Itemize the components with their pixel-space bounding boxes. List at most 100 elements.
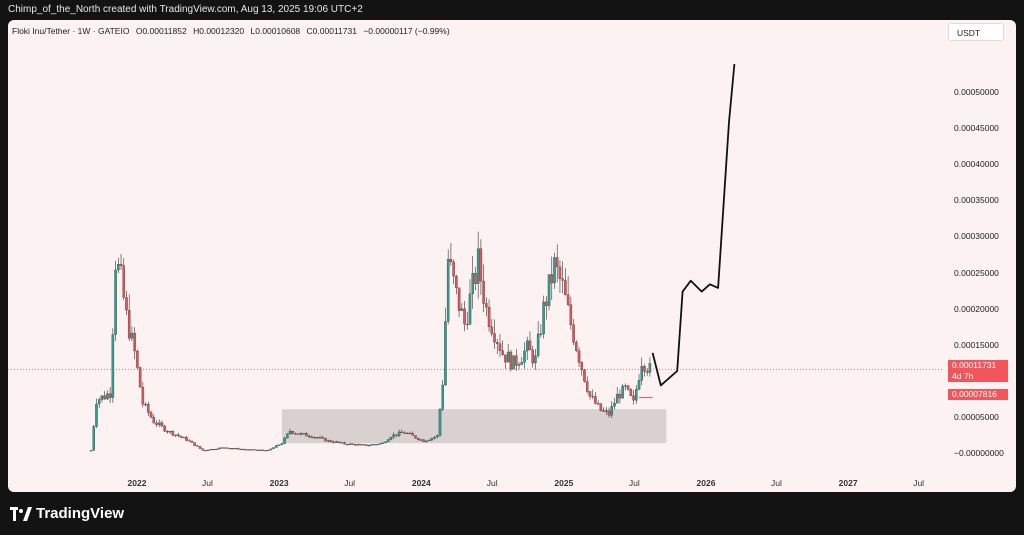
candle-body bbox=[294, 433, 297, 435]
chart-svg[interactable] bbox=[8, 20, 1016, 492]
candle-body bbox=[457, 287, 461, 311]
candle-body bbox=[95, 403, 98, 427]
candle-body bbox=[479, 248, 483, 282]
candle-body bbox=[460, 308, 464, 311]
candle-body bbox=[321, 437, 325, 439]
candle-body bbox=[223, 447, 226, 449]
x-tick-label: Jul bbox=[202, 478, 213, 488]
candle-body bbox=[425, 440, 428, 443]
second-price-value: 0.00007816 bbox=[952, 389, 997, 399]
candle-body bbox=[575, 342, 578, 351]
candle-body bbox=[89, 450, 93, 452]
candle-body bbox=[596, 403, 600, 405]
candle-body bbox=[618, 393, 622, 399]
tradingview-wordmark: TradingView bbox=[36, 505, 125, 522]
candle-body bbox=[245, 449, 248, 451]
candle-body bbox=[476, 248, 480, 284]
candle-body bbox=[237, 448, 240, 450]
candle-body bbox=[645, 371, 649, 373]
candle-body bbox=[452, 261, 455, 277]
candle-body bbox=[92, 426, 96, 451]
candle-body bbox=[490, 326, 494, 334]
candle-body bbox=[108, 393, 112, 398]
candle-body bbox=[504, 354, 507, 363]
candle-body bbox=[277, 444, 281, 446]
candle-body bbox=[152, 417, 155, 424]
y-tick-label: 0.00050000 bbox=[954, 87, 999, 97]
candle-body bbox=[266, 449, 270, 452]
candle-body bbox=[468, 293, 472, 325]
candle-body bbox=[536, 333, 540, 356]
candle-body bbox=[501, 350, 504, 355]
candle-body bbox=[613, 403, 616, 407]
candle-body bbox=[493, 333, 496, 343]
candle-body bbox=[127, 309, 131, 339]
support-zone-box bbox=[281, 409, 667, 444]
candle-body bbox=[648, 363, 652, 373]
x-tick-label: Jul bbox=[628, 478, 640, 488]
candle-body bbox=[253, 449, 256, 451]
candle-body bbox=[498, 343, 502, 351]
candle-body bbox=[422, 439, 425, 443]
legend-symbol: Floki Inu/Tether · 1W · GATEIO bbox=[12, 26, 130, 36]
candle-body bbox=[125, 297, 128, 311]
candle-body bbox=[182, 437, 185, 439]
attribution-text: Chimp_of_the_North created with TradingV… bbox=[8, 4, 363, 15]
candle-body bbox=[326, 440, 330, 442]
candle-body bbox=[406, 432, 409, 435]
candle-body bbox=[324, 437, 327, 442]
candle-body bbox=[395, 434, 398, 436]
candle-body bbox=[310, 436, 314, 438]
candle-body bbox=[242, 448, 245, 451]
candle-body bbox=[136, 350, 139, 368]
candle-body bbox=[482, 280, 485, 304]
candle-body bbox=[226, 447, 229, 449]
candle-body bbox=[264, 450, 267, 452]
candle-body bbox=[547, 274, 551, 306]
candle-body bbox=[455, 275, 458, 288]
candle-body bbox=[119, 264, 123, 266]
legend-high: H0.00012320 bbox=[193, 26, 245, 36]
candle-body bbox=[313, 437, 316, 439]
candle-body bbox=[441, 384, 444, 410]
candle-body bbox=[416, 437, 420, 440]
candle-body bbox=[288, 431, 292, 435]
candle-body bbox=[141, 387, 145, 405]
candle-body bbox=[594, 396, 597, 404]
tradingview-brand[interactable]: TradingView bbox=[10, 505, 124, 522]
bar-countdown: 4d 7h bbox=[952, 371, 974, 381]
candle-body bbox=[316, 437, 319, 439]
candle-body bbox=[103, 395, 106, 400]
candle-body bbox=[610, 406, 614, 416]
candle-body bbox=[179, 435, 183, 438]
projection-line bbox=[651, 64, 736, 387]
candle-body bbox=[130, 332, 134, 339]
candle-body bbox=[430, 438, 434, 441]
y-tick-label: 0.00025000 bbox=[954, 267, 999, 278]
candle-body bbox=[228, 448, 232, 450]
candle-body bbox=[299, 433, 303, 435]
candle-body bbox=[561, 278, 564, 281]
currency-button[interactable]: USDT bbox=[948, 23, 1004, 41]
candle-body bbox=[509, 351, 513, 370]
candle-body bbox=[577, 350, 581, 363]
candle-body bbox=[588, 391, 592, 397]
candle-body bbox=[525, 340, 529, 352]
chart-panel[interactable]: Floki Inu/Tether · 1W · GATEIO O0.000118… bbox=[8, 20, 1016, 492]
x-tick-label: 2023 bbox=[269, 478, 289, 488]
candle-body bbox=[517, 364, 521, 366]
legend-change: −0.00000117 (−0.99%) bbox=[363, 26, 450, 36]
last-price-value: 0.00011731 bbox=[952, 360, 997, 370]
second-price-tag: 0.00007816 bbox=[948, 389, 1008, 400]
candle-body bbox=[329, 440, 333, 443]
legend-low: L0.00010608 bbox=[250, 26, 301, 36]
candle-body bbox=[174, 434, 177, 436]
candle-body bbox=[149, 412, 153, 418]
candle-body bbox=[177, 434, 180, 437]
x-tick-label: 2022 bbox=[127, 478, 147, 488]
candle-body bbox=[411, 433, 414, 436]
candle-body bbox=[138, 367, 142, 388]
candle-body bbox=[250, 449, 254, 451]
candle-body bbox=[160, 422, 164, 427]
candle-body bbox=[572, 324, 575, 343]
